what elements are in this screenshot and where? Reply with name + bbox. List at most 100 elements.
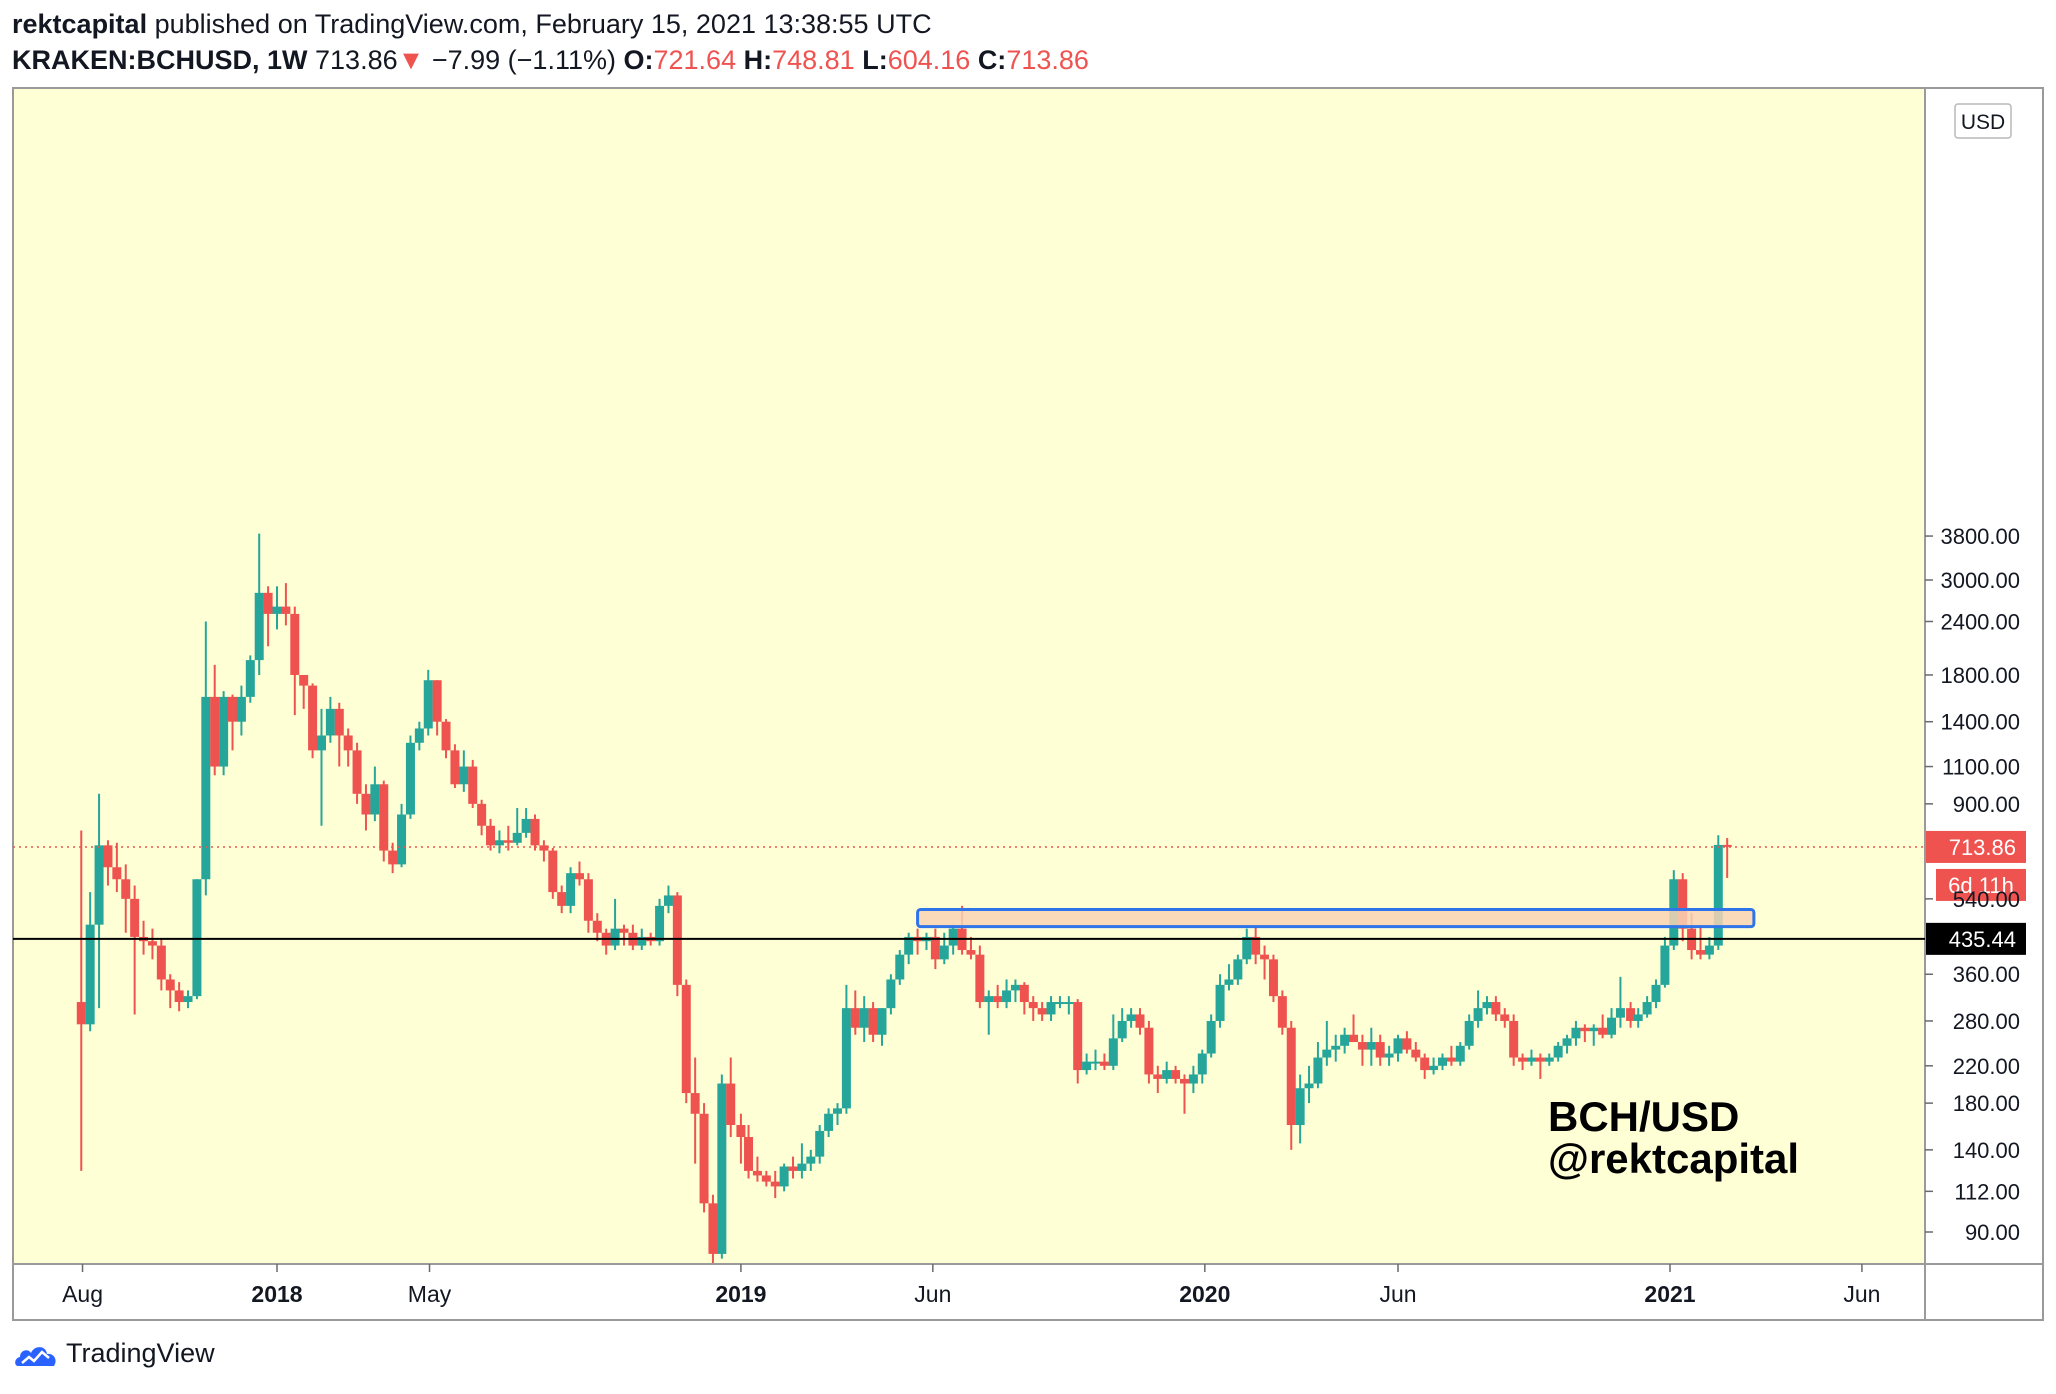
candle xyxy=(201,621,211,896)
candle xyxy=(1224,964,1234,991)
candle xyxy=(1028,996,1038,1021)
candle-body xyxy=(966,950,976,955)
candle xyxy=(308,683,318,759)
candle-body xyxy=(672,895,682,985)
candle-body xyxy=(1357,1042,1367,1050)
candle-body xyxy=(1615,1008,1625,1018)
candle-body xyxy=(1126,1014,1136,1021)
candle xyxy=(405,735,415,819)
y-tick-label: 2400.00 xyxy=(1940,609,2020,634)
candle xyxy=(1073,999,1083,1084)
tradingview-cloud-icon[interactable] xyxy=(14,1340,58,1368)
candle-body xyxy=(726,1083,736,1126)
candle-body xyxy=(263,592,273,614)
candle-body xyxy=(1393,1038,1403,1054)
candle xyxy=(1375,1034,1385,1066)
candle xyxy=(1562,1034,1572,1054)
candle-body xyxy=(779,1166,789,1187)
candle xyxy=(788,1156,798,1179)
candle xyxy=(1162,1061,1172,1084)
candle-body xyxy=(1233,959,1243,980)
candle-body xyxy=(1108,1038,1118,1066)
support-price-badge xyxy=(1926,922,2026,955)
plot-area[interactable] xyxy=(12,87,1926,1265)
candle xyxy=(210,664,220,776)
candle-body xyxy=(432,680,442,722)
time-axis[interactable] xyxy=(12,1263,1926,1321)
candle xyxy=(388,842,398,874)
candle xyxy=(450,744,460,789)
candle xyxy=(1340,1027,1350,1054)
currency-badge[interactable]: USD xyxy=(1954,103,2012,139)
candle-body xyxy=(486,825,496,846)
candle xyxy=(1153,1065,1163,1094)
candle-body xyxy=(1313,1057,1323,1084)
candle-body xyxy=(397,814,407,865)
candle xyxy=(539,840,549,862)
candle xyxy=(806,1149,816,1171)
candle-body xyxy=(797,1163,807,1171)
candle xyxy=(521,808,531,838)
candle xyxy=(1482,996,1492,1015)
candle-body xyxy=(1277,996,1287,1028)
candle xyxy=(1277,990,1287,1035)
candle-body xyxy=(1509,1020,1519,1058)
candle xyxy=(1509,1014,1519,1066)
candle xyxy=(1055,996,1065,1009)
watermark-pair: BCH/USD xyxy=(1548,1093,1740,1140)
candle xyxy=(245,655,255,703)
candle-body xyxy=(1633,1014,1643,1021)
candle-body xyxy=(1055,1002,1065,1005)
y-tick-label: 360.00 xyxy=(1953,962,2020,987)
candle xyxy=(290,606,300,716)
candle-body xyxy=(272,606,282,614)
candle xyxy=(717,1074,727,1259)
author-name[interactable]: rektcapital xyxy=(12,9,148,39)
candle-body xyxy=(539,845,549,851)
candle-body xyxy=(877,1008,887,1035)
candle xyxy=(156,939,166,991)
candle xyxy=(1304,1065,1314,1104)
candle xyxy=(1215,974,1225,1028)
candle-body xyxy=(1215,984,1225,1021)
candle-body xyxy=(405,742,415,815)
candle xyxy=(85,892,95,1032)
candle-body xyxy=(1384,1053,1394,1058)
candle-body xyxy=(1286,1027,1296,1126)
candle xyxy=(1251,924,1261,965)
candle-body xyxy=(948,928,958,946)
candle-body xyxy=(859,1008,869,1028)
candle xyxy=(1313,1042,1323,1089)
candle xyxy=(548,847,558,899)
candle xyxy=(1144,1020,1154,1084)
candle xyxy=(850,990,860,1035)
candle-body xyxy=(530,818,540,846)
candle xyxy=(1357,1034,1367,1066)
candle-body xyxy=(1153,1074,1163,1079)
candle xyxy=(1108,1014,1118,1071)
candle-body xyxy=(174,990,184,1003)
tradingview-brand[interactable]: TradingView xyxy=(66,1338,215,1368)
candle xyxy=(1002,979,1012,1009)
candle xyxy=(1589,1024,1599,1046)
candle-body xyxy=(103,845,113,868)
candle xyxy=(94,793,104,1009)
x-tick-label: May xyxy=(408,1281,452,1307)
candle-body xyxy=(1162,1070,1172,1079)
candle xyxy=(1019,982,1029,1015)
candle-body xyxy=(1073,1002,1083,1071)
candle xyxy=(299,674,309,709)
candle-body xyxy=(219,696,229,767)
candle xyxy=(1633,1008,1643,1028)
candle xyxy=(1491,996,1501,1021)
published-text: published on TradingView.com, February 1… xyxy=(154,9,932,39)
y-tick-label: 280.00 xyxy=(1953,1009,2020,1034)
candle xyxy=(352,742,362,804)
candle-body xyxy=(1099,1061,1109,1066)
candle-body xyxy=(183,996,193,1003)
candle xyxy=(254,533,264,675)
candle xyxy=(1117,1008,1127,1043)
candle-body xyxy=(1340,1034,1350,1046)
candle xyxy=(1179,1074,1189,1114)
